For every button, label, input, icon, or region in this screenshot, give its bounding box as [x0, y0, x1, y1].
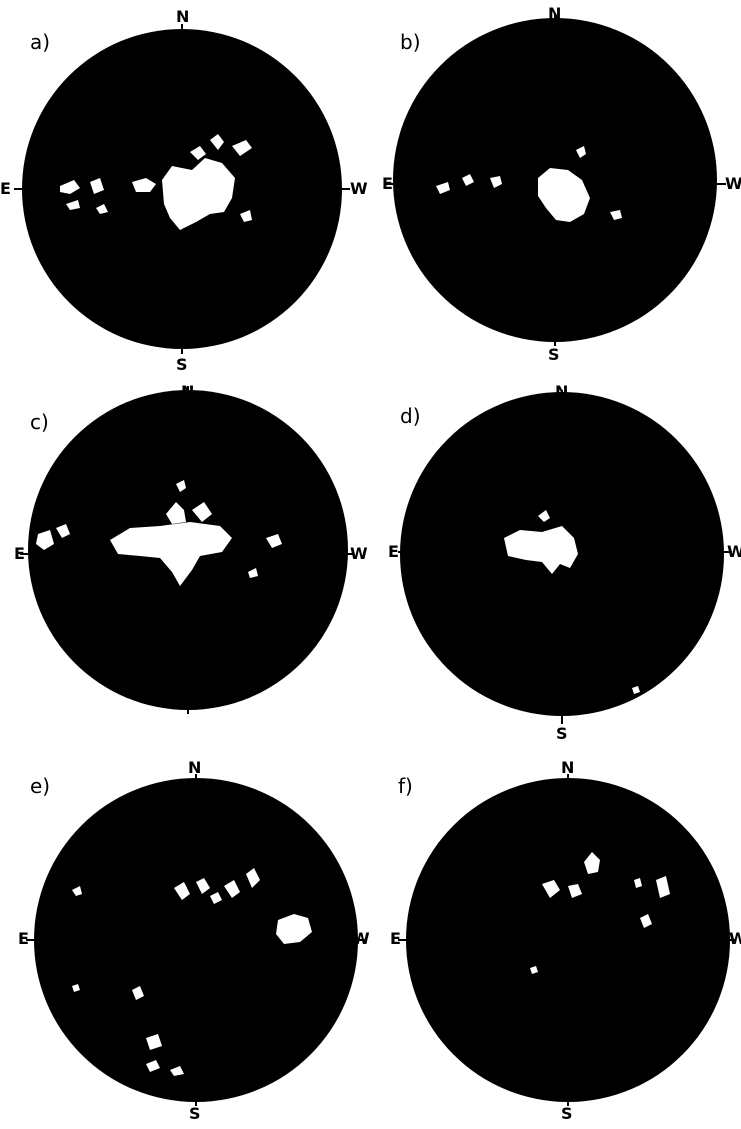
- label-east: E: [388, 542, 399, 561]
- cloud-patch: [146, 1034, 162, 1050]
- cloud-patch: [192, 502, 212, 522]
- label-south: S: [548, 345, 560, 364]
- cloud-patch: [56, 524, 70, 538]
- cloud-patches: [530, 852, 670, 974]
- sky-image: [384, 13, 726, 346]
- cloud-patches: [72, 868, 312, 1076]
- cloud-patch: [132, 178, 156, 192]
- label-west: W: [352, 929, 370, 948]
- cloud-patch: [568, 884, 582, 898]
- cloud-patch: [174, 882, 190, 900]
- cloud-patches: [36, 480, 282, 586]
- cloud-patch: [210, 134, 224, 150]
- label-west: W: [350, 544, 368, 563]
- cloud-patch: [146, 1060, 160, 1072]
- panel-label: f): [398, 774, 413, 798]
- panel-f: f) N S E W: [370, 748, 741, 1129]
- cloud-patches: [60, 134, 252, 230]
- label-north: N: [181, 382, 195, 401]
- cloud-patch: [210, 892, 222, 904]
- cloud-patch: [132, 986, 144, 1000]
- cloud-patch: [66, 200, 80, 210]
- panel-b: b) N S E W: [370, 0, 741, 376]
- label-east: E: [14, 544, 25, 563]
- label-east: E: [382, 174, 393, 193]
- cloud-patch: [634, 878, 642, 888]
- panel-c: c) N S. E W: [0, 376, 370, 748]
- cloud-patch: [276, 914, 312, 944]
- panel-d: d) N S E W: [370, 376, 741, 748]
- cloud-patches: [436, 146, 622, 222]
- cloud-patch: [584, 852, 600, 874]
- label-east: E: [390, 929, 401, 948]
- cloud-patch: [656, 876, 670, 898]
- cloud-patch: [542, 880, 560, 898]
- sky-disc: [406, 778, 730, 1102]
- label-south: S: [189, 1104, 201, 1123]
- sky-image: [14, 24, 350, 354]
- cloud-patches: [504, 510, 640, 694]
- cloud-patch: [110, 522, 232, 586]
- cloud-patch: [632, 686, 640, 694]
- label-north: N: [548, 4, 562, 23]
- cloud-patch: [90, 178, 104, 194]
- label-south: S: [176, 355, 188, 374]
- cloud-patch: [538, 510, 550, 522]
- label-south: S: [556, 724, 568, 743]
- cloud-patch: [240, 210, 252, 222]
- label-north: N: [188, 758, 202, 777]
- panel-label: c): [30, 410, 49, 434]
- panel-a: a) N S E W: [0, 0, 370, 376]
- cloud-patch: [538, 168, 590, 222]
- cloud-patch: [576, 146, 586, 158]
- cloud-patch: [224, 880, 240, 898]
- cloud-patch: [162, 158, 235, 230]
- cloud-patch: [96, 204, 108, 214]
- label-west: W: [727, 542, 741, 561]
- cloud-patch: [60, 180, 80, 194]
- cloud-patch: [246, 868, 260, 888]
- cloud-patch: [72, 886, 82, 896]
- sky-image: [20, 386, 354, 714]
- panel-label: b): [400, 30, 421, 54]
- label-east: E: [18, 929, 29, 948]
- label-north: N: [555, 382, 569, 401]
- label-north: N: [561, 758, 575, 777]
- cloud-patch: [436, 182, 450, 194]
- sky-image: [398, 774, 736, 1106]
- cloud-patch: [640, 914, 652, 928]
- cloud-patch: [490, 176, 502, 188]
- sky-image: [398, 390, 732, 724]
- panel-label: d): [400, 404, 421, 428]
- label-west: W: [725, 174, 741, 193]
- label-west: W: [729, 929, 741, 948]
- cloud-patch: [504, 526, 578, 574]
- sky-disc: [34, 778, 358, 1102]
- cloud-patch: [248, 568, 258, 578]
- label-east: E: [0, 179, 11, 198]
- label-west: W: [350, 179, 368, 198]
- cloud-patch: [190, 146, 206, 160]
- cloud-patch: [166, 502, 186, 524]
- label-south: S.: [184, 677, 202, 696]
- cloud-patch: [462, 174, 474, 186]
- cloud-patch: [176, 480, 186, 492]
- panel-label: e): [30, 774, 51, 798]
- cloud-patch: [170, 1066, 184, 1076]
- cloud-patch: [72, 984, 80, 992]
- cloud-patch: [196, 878, 210, 894]
- cloud-patch: [232, 140, 252, 156]
- sky-image: [26, 774, 366, 1106]
- panel-e: e) N S E W: [0, 748, 370, 1129]
- cloud-patch: [610, 210, 622, 220]
- label-north: N: [176, 7, 190, 26]
- cloud-patch: [36, 530, 54, 550]
- label-south: S: [561, 1104, 573, 1123]
- cloud-patch: [530, 966, 538, 974]
- cloud-patch: [266, 534, 282, 548]
- panel-label: a): [30, 30, 51, 54]
